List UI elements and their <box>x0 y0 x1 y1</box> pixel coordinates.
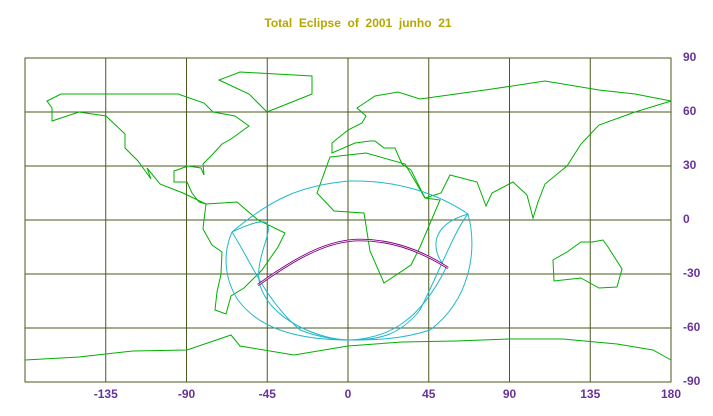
lon-tick-label: 0 <box>345 387 352 401</box>
lon-tick-label: 90 <box>503 387 517 401</box>
lon-tick-label: -90 <box>178 387 196 401</box>
lat-tick-label: 90 <box>683 50 697 64</box>
lat-tick-label: 0 <box>683 212 690 226</box>
lon-tick-label: 45 <box>422 387 436 401</box>
eurasia <box>331 80 672 220</box>
lon-tick-label: -135 <box>94 387 118 401</box>
coastlines <box>24 71 672 361</box>
north-america <box>46 93 250 205</box>
central-line-inner <box>257 239 449 286</box>
africa <box>316 152 441 284</box>
central-line <box>257 238 449 287</box>
map-title: Total Eclipse of 2001 junho 21 <box>264 16 451 30</box>
lat-tick-label: -60 <box>683 320 701 334</box>
lat-tick-label: -90 <box>683 374 701 388</box>
greenland <box>217 71 313 113</box>
south-america <box>202 201 286 315</box>
lat-tick-label: 60 <box>683 104 697 118</box>
lat-tick-label: -30 <box>683 266 701 280</box>
penumbra-outline <box>225 180 473 341</box>
lon-tick-label: 135 <box>580 387 600 401</box>
antarctica <box>24 334 672 361</box>
lon-tick-label: 180 <box>661 387 681 401</box>
australia <box>552 239 623 289</box>
lon-tick-label: -45 <box>259 387 277 401</box>
lat-tick-label: 30 <box>683 158 697 172</box>
